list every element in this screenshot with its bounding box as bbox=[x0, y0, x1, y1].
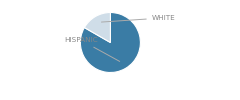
Wedge shape bbox=[84, 12, 110, 42]
Text: HISPANIC: HISPANIC bbox=[64, 37, 120, 61]
Wedge shape bbox=[80, 12, 140, 72]
Text: WHITE: WHITE bbox=[102, 15, 175, 22]
